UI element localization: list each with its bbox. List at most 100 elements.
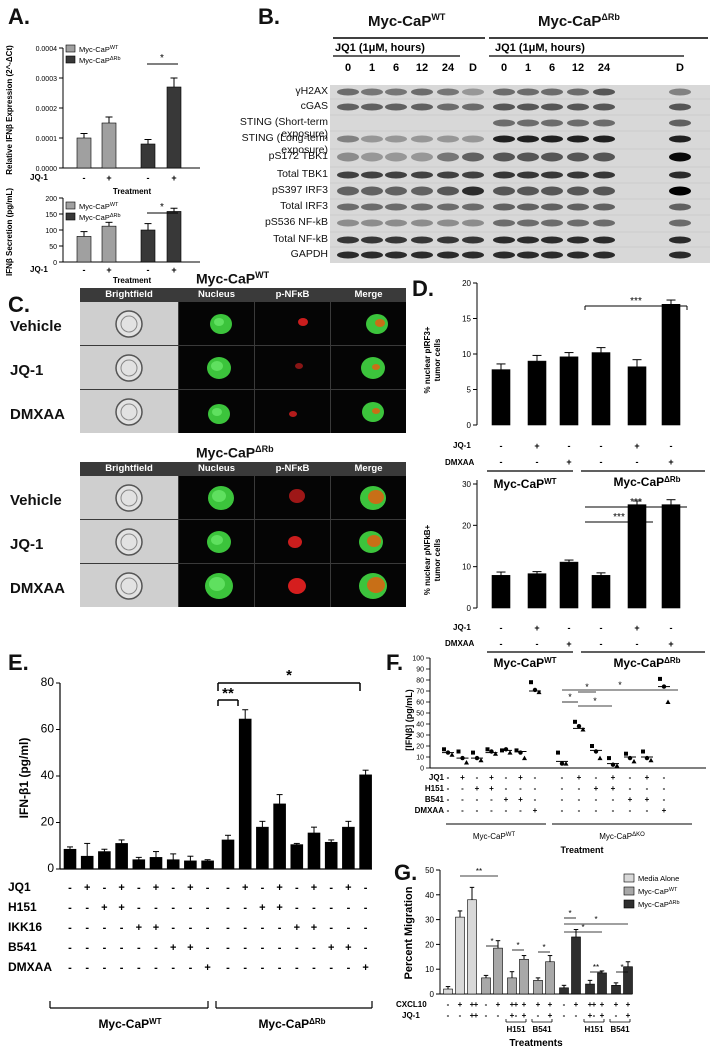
panel-f-ytick-label: 20 — [416, 744, 424, 751]
panel-a-bottom-ytick-label: 50 — [49, 244, 57, 251]
panel-g-cxcl10-sign: + — [496, 1000, 501, 1009]
panel-b-timepoint-rb: 24 — [598, 62, 611, 74]
panel-f-ytick-label: 50 — [416, 711, 424, 718]
panel-d-bottom-bar — [627, 504, 647, 609]
panel-e-sign: - — [85, 942, 89, 954]
panel-f-sign: + — [611, 784, 616, 793]
panel-d-top-dmxaa-label: DMXAA — [445, 458, 475, 467]
panel-b-band — [462, 236, 484, 244]
panel-f-sign: - — [534, 773, 537, 782]
panel-b-band — [337, 186, 359, 196]
panel-c-column-header: p-NFκB — [255, 288, 330, 301]
panel-b-timepoint-wt: D — [469, 62, 477, 74]
panel-c-image-red — [255, 302, 330, 345]
panel-g-bar — [533, 980, 543, 995]
panel-b-band — [462, 152, 484, 162]
panel-b-band — [437, 135, 459, 143]
panel-f-sig-0: * — [568, 692, 572, 702]
panel-b-band — [385, 103, 407, 111]
panel-e-sign: - — [154, 962, 158, 974]
panel-c-row-label: Vehicle — [10, 318, 62, 335]
panel-g-bar — [559, 987, 569, 995]
panel-b-band — [337, 103, 359, 111]
panel-f-point — [607, 756, 611, 761]
panel-g-cxcl10-sign: + — [470, 1000, 475, 1009]
panel-e-sign: - — [120, 942, 124, 954]
panel-e-sign: - — [206, 922, 210, 934]
panel-c-image-bf — [80, 302, 178, 345]
panel-g-cxcl10-sign: + — [514, 1000, 519, 1009]
panel-e-sign: + — [118, 882, 124, 894]
panel-g-jq1-sign: - — [447, 1011, 450, 1020]
panel-e-sign: - — [329, 962, 333, 974]
panel-f-point — [536, 689, 542, 695]
panel-g-jq1-sign: - — [537, 1011, 540, 1020]
panel-e-sign: - — [295, 942, 299, 954]
panel-b-band — [593, 186, 615, 196]
panel-b-band — [361, 251, 383, 259]
panel-b-band — [337, 152, 359, 162]
panel-a-bottom-sign: + — [106, 265, 111, 275]
panel-e-sign: - — [85, 902, 89, 914]
panel-e-sign: + — [101, 902, 107, 914]
panel-e-bar — [290, 844, 304, 870]
panel-b-band — [541, 135, 563, 143]
panel-b-timepoint-rb: 0 — [501, 62, 507, 74]
panel-b-row-label: Total IRF3 — [280, 200, 328, 212]
panel-f-point — [576, 724, 582, 729]
panel-d-bottom-ytick-label: 0 — [467, 604, 472, 613]
panel-d-top-dmxaa-sign: - — [536, 457, 539, 467]
panel-e-sign: - — [171, 902, 175, 914]
panel-f-sign: - — [612, 795, 615, 804]
panel-a-top-ytick-label: 0.0004 — [36, 46, 58, 53]
panel-e-sign: - — [154, 942, 158, 954]
panel-b-band — [462, 88, 484, 96]
panel-d-top-dmxaa-sign: + — [668, 457, 673, 467]
panel-b-band — [669, 236, 691, 244]
panel-f-sign: + — [518, 795, 523, 804]
panel-e-sign: - — [103, 942, 107, 954]
panel-f-sign: - — [646, 806, 649, 815]
panel-f-point — [556, 750, 560, 755]
panel-e-bar — [80, 855, 94, 870]
panel-g-sig: ** — [593, 963, 599, 972]
panel-g-bar — [597, 972, 607, 995]
panel-e-sign: - — [278, 962, 282, 974]
panel-e-sign: - — [329, 882, 333, 894]
panel-d-bottom-jq1-sign: + — [634, 623, 639, 633]
panel-g-sig: * — [594, 915, 597, 924]
panel-c-merge-red — [375, 319, 385, 327]
panel-c-image-bf — [80, 346, 178, 389]
panel-b-band — [361, 171, 383, 179]
panel-e-sign: - — [364, 942, 368, 954]
panel-b-band — [361, 103, 383, 111]
panel-b-group-wt: Myc-CaPWT — [368, 12, 446, 30]
panel-a-bottom-sign: - — [147, 265, 150, 275]
panel-e-group-wt: Myc-CaPWT — [98, 1017, 161, 1031]
panel-e-bar — [359, 774, 372, 870]
panel-b-band — [437, 219, 459, 227]
panel-e-sign: - — [120, 962, 124, 974]
panel-a-bottom-bar — [166, 211, 182, 263]
panel-f-point — [644, 755, 650, 761]
panel-c-brightfield-cell — [115, 572, 143, 600]
panel-g-sig: * — [568, 909, 571, 918]
panel-e-sign: + — [118, 902, 124, 914]
panel-c-nucleus-highlight — [211, 535, 223, 545]
panel-b-band — [493, 236, 515, 244]
panel-b-band — [437, 236, 459, 244]
panel-e-sign: - — [261, 922, 265, 934]
panel-d-bottom-bar — [661, 504, 681, 609]
panel-f-sign: + — [611, 773, 616, 782]
panel-b-band — [669, 119, 691, 127]
panel-e-sign: - — [312, 902, 316, 914]
panel-e-sign: + — [328, 942, 334, 954]
panel-f-point — [507, 750, 513, 755]
panel-c-merge-red — [372, 364, 380, 370]
panel-b-band — [493, 119, 515, 127]
panel-d-chart: % nuclear pIRF3+tumor cells 0 5 10 15 20 ***… — [423, 279, 705, 670]
panel-d-top-jq1-sign: + — [634, 441, 639, 451]
panel-f-sign: - — [595, 806, 598, 815]
panel-f-ytick-label: 10 — [416, 755, 424, 762]
panel-d-top-bar — [661, 303, 681, 426]
